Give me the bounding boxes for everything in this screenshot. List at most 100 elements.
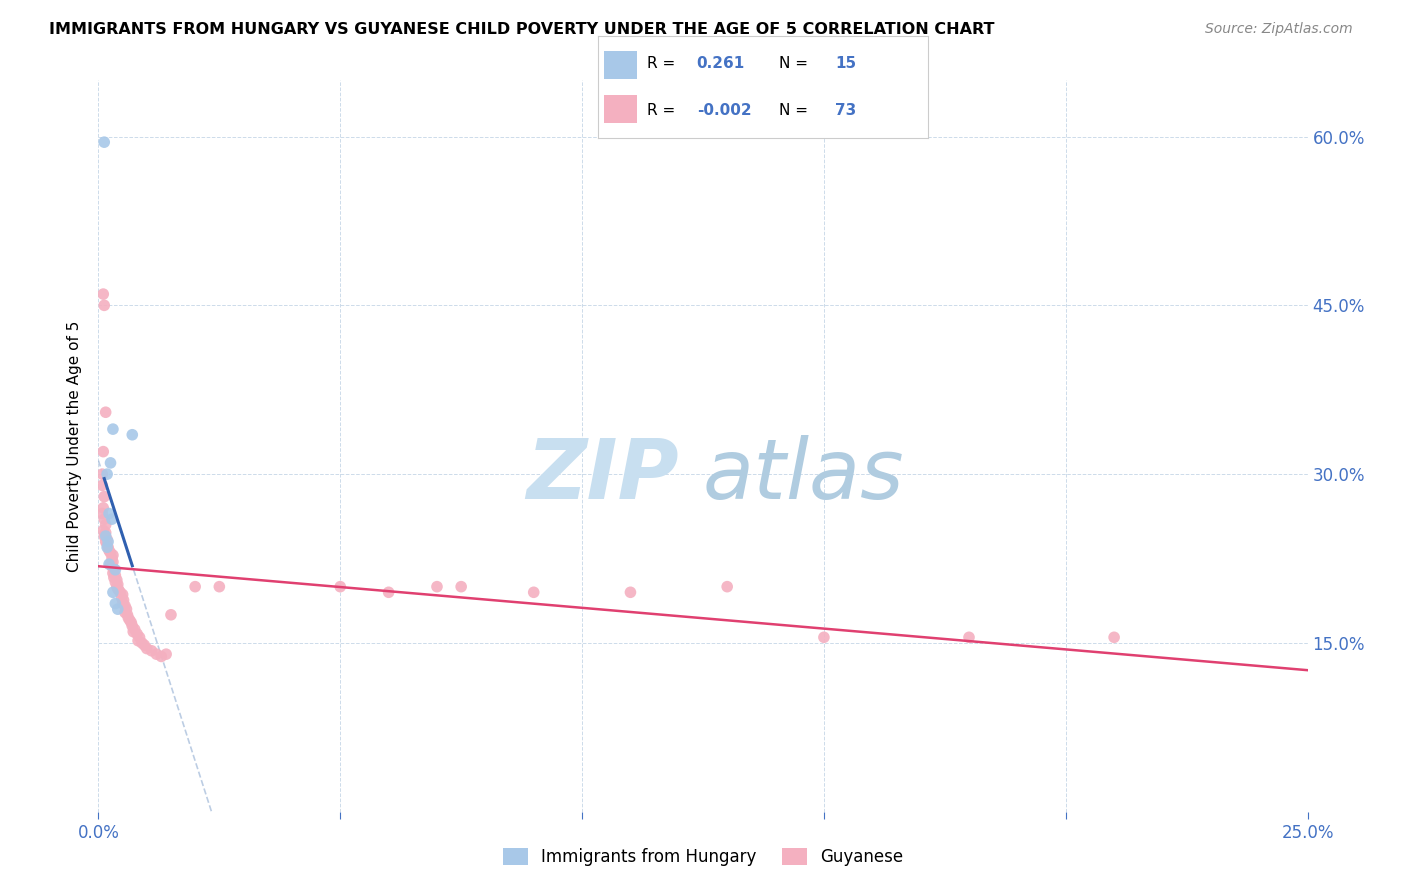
- Point: [813, 630, 835, 644]
- Point: [120, 615, 142, 630]
- Point: [114, 599, 136, 613]
- FancyBboxPatch shape: [605, 95, 637, 123]
- Point: [94, 405, 117, 419]
- Point: [107, 602, 129, 616]
- Text: N =: N =: [779, 103, 808, 118]
- Point: [91, 507, 114, 521]
- Point: [101, 512, 124, 526]
- Point: [122, 624, 145, 639]
- Point: [124, 623, 146, 637]
- Point: [107, 577, 129, 591]
- Point: [103, 563, 125, 577]
- Point: [104, 597, 127, 611]
- Point: [118, 614, 141, 628]
- Point: [91, 287, 114, 301]
- Point: [160, 607, 183, 622]
- Text: atlas: atlas: [703, 434, 904, 516]
- Text: Source: ZipAtlas.com: Source: ZipAtlas.com: [1205, 22, 1353, 37]
- Point: [184, 580, 207, 594]
- Point: [93, 512, 115, 526]
- Point: [131, 636, 153, 650]
- Y-axis label: Child Poverty Under the Age of 5: Child Poverty Under the Age of 5: [67, 320, 83, 572]
- Point: [127, 633, 149, 648]
- Point: [329, 580, 352, 594]
- Text: IMMIGRANTS FROM HUNGARY VS GUYANESE CHILD POVERTY UNDER THE AGE OF 5 CORRELATION: IMMIGRANTS FROM HUNGARY VS GUYANESE CHIL…: [49, 22, 994, 37]
- Point: [121, 619, 143, 633]
- Point: [91, 478, 114, 492]
- Point: [957, 630, 980, 644]
- Point: [100, 557, 122, 571]
- Point: [150, 649, 173, 664]
- Point: [101, 585, 124, 599]
- Text: 15: 15: [835, 56, 856, 71]
- Text: 0.261: 0.261: [697, 56, 745, 71]
- Point: [619, 585, 641, 599]
- Point: [115, 602, 138, 616]
- Point: [128, 630, 150, 644]
- Point: [117, 607, 139, 622]
- Point: [135, 641, 157, 656]
- Point: [1102, 630, 1125, 644]
- Point: [93, 529, 115, 543]
- Point: [94, 534, 117, 549]
- Point: [96, 467, 118, 482]
- Point: [98, 543, 121, 558]
- Point: [91, 524, 114, 538]
- Point: [208, 580, 231, 594]
- Point: [107, 582, 129, 597]
- Point: [96, 533, 118, 547]
- Text: 73: 73: [835, 103, 856, 118]
- Point: [111, 597, 134, 611]
- Text: R =: R =: [647, 103, 675, 118]
- Legend: Immigrants from Hungary, Guyanese: Immigrants from Hungary, Guyanese: [496, 841, 910, 873]
- Point: [111, 591, 134, 605]
- Point: [91, 444, 114, 458]
- Text: -0.002: -0.002: [697, 103, 751, 118]
- Point: [107, 582, 129, 596]
- Point: [97, 534, 120, 549]
- Point: [127, 627, 149, 641]
- Text: R =: R =: [647, 56, 675, 71]
- Point: [112, 593, 135, 607]
- Point: [141, 644, 163, 658]
- Point: [111, 588, 134, 602]
- Point: [104, 568, 127, 582]
- Point: [716, 580, 738, 594]
- Point: [96, 541, 118, 555]
- Point: [93, 298, 115, 312]
- Point: [101, 559, 124, 574]
- Point: [121, 427, 143, 442]
- Point: [104, 563, 127, 577]
- Text: N =: N =: [779, 56, 808, 71]
- Point: [91, 467, 114, 482]
- Point: [155, 647, 177, 661]
- Point: [94, 529, 117, 543]
- Point: [134, 638, 156, 652]
- Point: [91, 500, 114, 515]
- Point: [101, 551, 124, 566]
- Point: [426, 580, 449, 594]
- Point: [450, 580, 472, 594]
- Point: [114, 606, 136, 620]
- Point: [94, 525, 117, 540]
- Point: [93, 135, 115, 149]
- Point: [117, 611, 139, 625]
- Point: [145, 647, 167, 661]
- Point: [97, 541, 120, 555]
- Point: [105, 573, 128, 587]
- Text: ZIP: ZIP: [526, 434, 679, 516]
- FancyBboxPatch shape: [605, 51, 637, 79]
- Point: [98, 557, 121, 571]
- Point: [101, 548, 124, 562]
- Point: [523, 585, 546, 599]
- Point: [96, 537, 118, 551]
- Point: [94, 517, 117, 532]
- Point: [100, 456, 122, 470]
- Point: [100, 546, 122, 560]
- Point: [108, 585, 131, 599]
- Point: [101, 422, 124, 436]
- Point: [377, 585, 399, 599]
- Point: [93, 490, 115, 504]
- Point: [101, 566, 124, 581]
- Point: [101, 555, 124, 569]
